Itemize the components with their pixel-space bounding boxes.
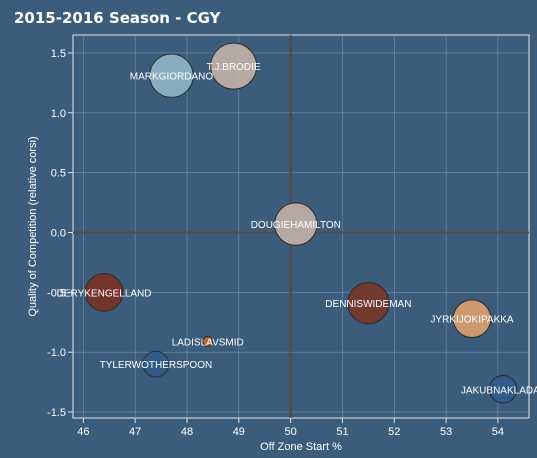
data-point [202, 336, 214, 347]
data-point-label: DENNISWIDEMAN [325, 299, 411, 310]
y-tick-label: -0.5 [47, 287, 66, 299]
x-tick-label: 54 [492, 426, 504, 438]
chart-title: 2015-2016 Season - CGY [14, 9, 221, 27]
y-tick-label: 0.5 [51, 168, 66, 180]
x-tick-label: 47 [129, 426, 141, 438]
data-point [149, 53, 194, 98]
x-tick-label: 52 [388, 426, 400, 438]
y-tick-label: -1.5 [47, 407, 66, 419]
data-point-label: LADISLAVSMID [172, 337, 244, 348]
data-point [210, 42, 258, 90]
y-axis-label: Quality of Competition (relative corsi) [27, 136, 39, 316]
data-point [452, 299, 492, 338]
x-tick-label: 49 [233, 426, 245, 438]
data-point [488, 375, 518, 404]
data-point-label: JAKUBNAKLADAL [461, 385, 537, 396]
y-tick-label: 0.0 [51, 227, 66, 239]
data-point-label: DOUGIEHAMILTON [251, 220, 341, 231]
data-point-label: T.J.BRODIE [207, 62, 261, 73]
x-axis-label: Off Zone Start % [260, 441, 342, 453]
data-point [84, 273, 124, 312]
data-point [142, 350, 170, 378]
data-point-label: JYRKIJOKIPAKKA [430, 315, 514, 326]
data-point-label: MARKGIORDANO [130, 72, 214, 83]
data-point-label: TYLERWOTHERSPOON [100, 360, 213, 371]
y-tick-label: -1.0 [47, 347, 66, 359]
x-tick-label: 53 [440, 426, 452, 438]
x-tick-label: 51 [336, 426, 348, 438]
y-tick-label: 1.5 [51, 48, 66, 60]
y-tick-label: 1.0 [51, 108, 66, 120]
data-point [347, 281, 390, 325]
data-point [274, 202, 318, 246]
x-tick-label: 46 [77, 426, 89, 438]
x-tick-label: 50 [285, 426, 297, 438]
data-point-label: DERYKENGELLAND [57, 288, 152, 299]
x-tick-label: 48 [181, 426, 193, 438]
